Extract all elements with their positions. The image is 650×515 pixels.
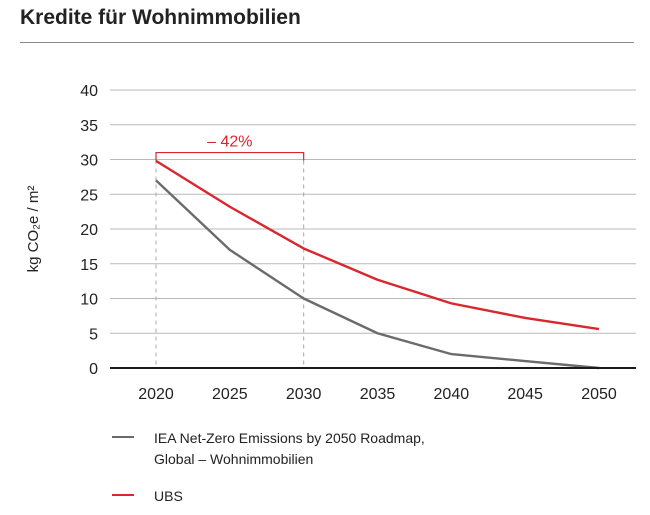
y-tick-label: 40 xyxy=(80,83,98,100)
y-tick-label: 0 xyxy=(89,361,98,378)
legend-item-iea: IEA Net-Zero Emissions by 2050 Roadmap, G… xyxy=(112,428,425,470)
series-line-ubs xyxy=(155,159,600,331)
y-tick-label: 30 xyxy=(80,153,98,170)
y-axis-label: kg CO₂e / m² xyxy=(25,186,42,273)
y-tick-label: 10 xyxy=(80,292,98,309)
chart-title: Kredite für Wohnimmobilien xyxy=(20,6,301,29)
annotation-label: – 42% xyxy=(207,134,252,151)
series-lines xyxy=(155,159,600,370)
y-tick-label: 5 xyxy=(89,326,98,343)
y-tick-label: 25 xyxy=(80,187,98,204)
x-tick-label: 2040 xyxy=(434,386,470,403)
x-tick-label: 2045 xyxy=(507,386,543,403)
legend-swatch xyxy=(112,494,134,496)
x-tick-label: 2035 xyxy=(360,386,396,403)
x-tick-label: 2020 xyxy=(138,386,174,403)
x-tick-label: 2025 xyxy=(212,386,248,403)
annotation-bracket xyxy=(155,151,305,161)
x-tick-label: 2030 xyxy=(286,386,322,403)
series-line-iea xyxy=(155,179,600,370)
legend-label-line: UBS xyxy=(154,488,183,504)
y-tick-label: 35 xyxy=(80,118,98,135)
y-tick-label: 20 xyxy=(80,222,98,239)
legend-label: IEA Net-Zero Emissions by 2050 Roadmap, G… xyxy=(154,428,425,470)
title-divider xyxy=(20,42,634,43)
legend-label-line: IEA Net-Zero Emissions by 2050 Roadmap, xyxy=(154,430,425,446)
legend-label: UBS xyxy=(154,486,183,507)
y-tick-label: 15 xyxy=(80,257,98,274)
legend-label-line: Global – Wohnimmobilien xyxy=(154,451,314,467)
legend-item-ubs: UBS xyxy=(112,486,183,507)
legend-swatch xyxy=(112,436,134,438)
gridlines xyxy=(110,89,636,334)
annotation-guides: – 42% xyxy=(155,134,305,368)
x-tick-label: 2050 xyxy=(581,386,617,403)
